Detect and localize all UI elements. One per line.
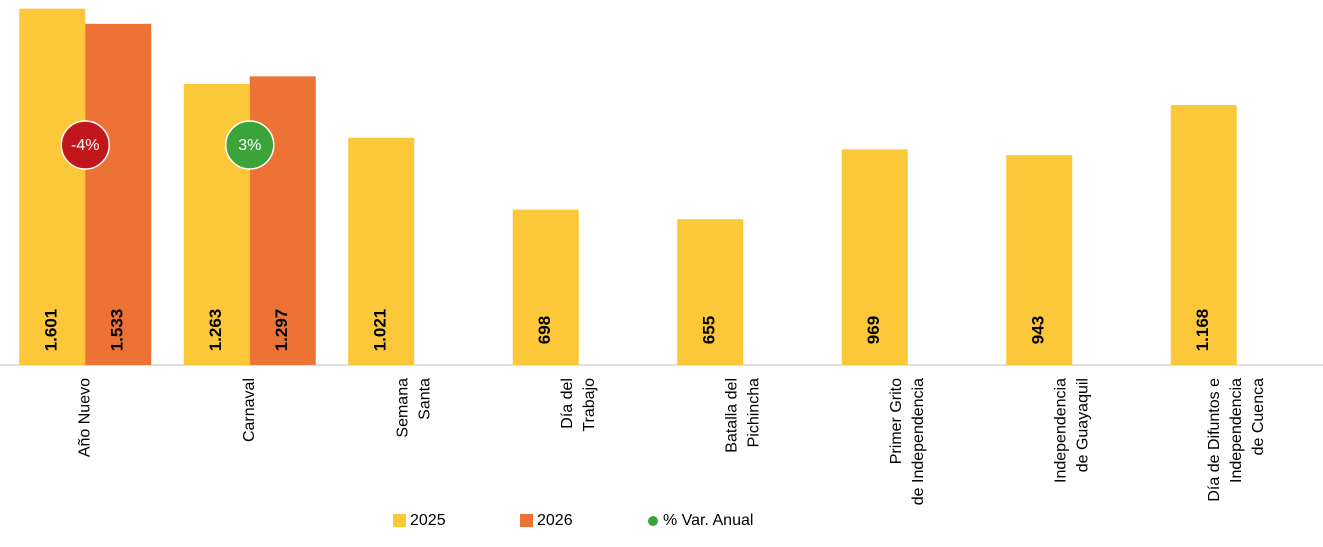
bar <box>348 137 415 365</box>
x-tick-label: Día de Difuntos e <box>1206 378 1223 502</box>
bar <box>85 23 152 365</box>
x-tick-label: Pichincha <box>745 378 762 447</box>
x-tick-label: Batalla del <box>723 378 740 453</box>
x-tick-label: Semana <box>394 378 411 438</box>
bar <box>841 149 908 365</box>
bar <box>1006 155 1073 365</box>
value-label: 969 <box>864 316 883 344</box>
variation-marker <box>225 120 275 170</box>
x-tick-label: Día del <box>559 378 576 429</box>
variation-label: -4% <box>71 137 99 154</box>
x-tick-label: Primer Grito <box>888 378 905 464</box>
bar <box>1170 105 1237 366</box>
x-tick-label: Independencia <box>1052 378 1069 483</box>
value-label: 698 <box>535 316 554 344</box>
legend-label: 2026 <box>537 512 573 529</box>
bar <box>677 219 744 365</box>
x-tick-label: de Cuenca <box>1250 378 1267 455</box>
value-label: 655 <box>700 316 719 344</box>
value-label: 1.297 <box>272 309 291 352</box>
legend-label: 2025 <box>410 512 446 529</box>
x-tick-label: Trabajo <box>581 378 598 432</box>
variation-marker <box>60 120 110 170</box>
bar <box>19 8 86 366</box>
legend-swatch <box>648 516 658 526</box>
bar <box>512 209 579 365</box>
value-label: 1.601 <box>42 309 61 352</box>
value-label: 1.021 <box>371 309 390 352</box>
x-tick-label: Santa <box>416 378 433 420</box>
legend-swatch <box>393 514 406 527</box>
x-tick-label: Año Nuevo <box>76 378 93 457</box>
variation-label: 3% <box>238 137 261 154</box>
legend-swatch <box>520 514 533 527</box>
x-tick-label: de Guayaquil <box>1074 378 1091 472</box>
x-tick-label: Independencia <box>1228 378 1245 483</box>
value-label: 1.263 <box>206 309 225 352</box>
x-tick-label: de Independencia <box>910 378 927 505</box>
value-label: 1.533 <box>108 309 127 352</box>
value-label: 1.168 <box>1193 309 1212 352</box>
legend-label: % Var. Anual <box>663 512 753 529</box>
value-label: 943 <box>1029 316 1048 344</box>
x-tick-label: Carnaval <box>241 378 258 442</box>
